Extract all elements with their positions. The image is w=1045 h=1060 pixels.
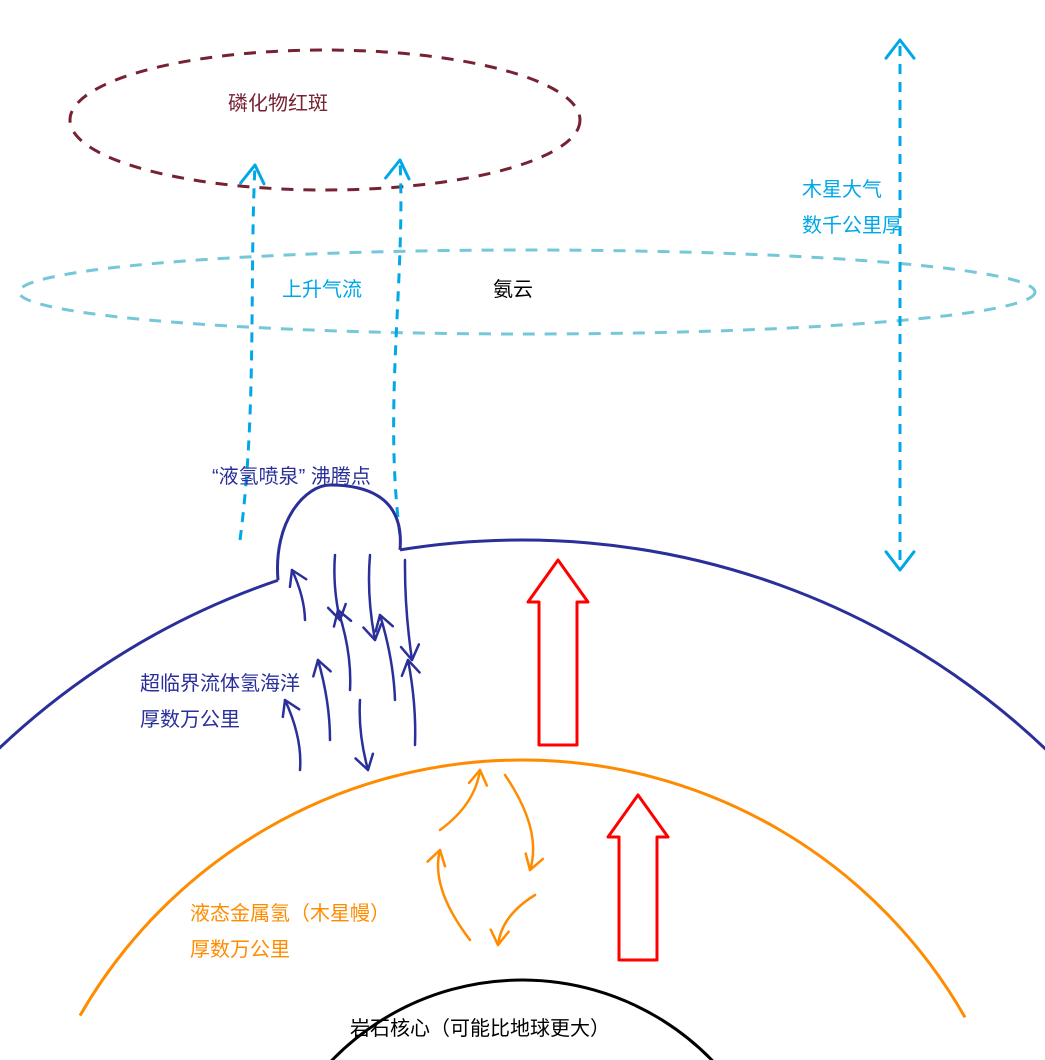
red-spot-ellipse — [70, 50, 580, 190]
convection-arrows-orange — [428, 770, 543, 945]
core-label: 岩石核心（可能比地球更大） — [350, 1017, 610, 1040]
metallic-h-label-line2: 厚数万公里 — [190, 938, 290, 961]
hydrogen-fountain-bump — [277, 485, 400, 580]
convection-arrows-blue — [283, 555, 420, 770]
supercritical-h-label-line2: 厚数万公里 — [140, 708, 240, 731]
ammonia-cloud-label: 氨云 — [493, 278, 533, 301]
supercritical-h-label-line1: 超临界流体氢海洋 — [140, 672, 300, 695]
heat-arrow-lower — [608, 795, 668, 960]
atmosphere-label-line1: 木星大气 — [802, 178, 882, 201]
jupiter-structure-diagram: 磷化物红斑 上升气流 氨云 木星大气 数千公里厚 “液氢喷泉” 沸腾点 超临界流… — [0, 0, 1045, 1060]
atmosphere-thickness-arrow — [886, 40, 914, 570]
hydrogen-fountain-label: “液氢喷泉” 沸腾点 — [212, 465, 371, 488]
metallic-h-label-line1: 液态金属氢（木星幔） — [190, 902, 390, 925]
atmosphere-label-line2: 数千公里厚 — [802, 214, 902, 237]
rising-flow-label: 上升气流 — [282, 278, 362, 301]
heat-arrow-upper — [528, 560, 588, 745]
red-spot-label: 磷化物红斑 — [228, 92, 328, 115]
